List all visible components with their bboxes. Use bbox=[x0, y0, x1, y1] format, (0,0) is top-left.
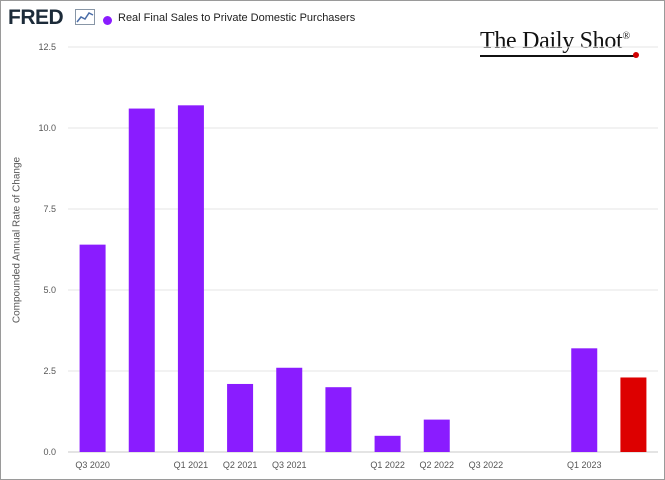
x-tick-label: Q3 2021 bbox=[272, 460, 307, 470]
y-tick-label: 5.0 bbox=[43, 285, 56, 295]
y-tick-label: 12.5 bbox=[38, 42, 56, 52]
brand-logo: The Daily Shot® bbox=[480, 28, 630, 55]
bar-q1-2023[interactable] bbox=[571, 348, 598, 452]
brand-name: The Daily Shot bbox=[480, 28, 623, 54]
y-tick-label: 2.5 bbox=[43, 366, 56, 376]
bar-q1-2021[interactable] bbox=[177, 105, 204, 452]
bar-q1-2022[interactable] bbox=[374, 435, 401, 452]
brand-trademark: ® bbox=[622, 31, 630, 42]
grid-layer bbox=[68, 46, 658, 453]
legend-marker bbox=[103, 16, 112, 25]
bar-q3-2020[interactable] bbox=[79, 244, 106, 452]
tick-layer: 0.0 2.5 5.0 7.5 10.0 12.5 Q3 2020 Q1 2021 Q2 202… bbox=[38, 42, 601, 470]
legend-label[interactable]: Real Final Sales to Private Domestic Pur… bbox=[118, 12, 356, 24]
bar-layer bbox=[79, 105, 647, 452]
x-tick-label: Q3 2020 bbox=[75, 460, 110, 470]
y-tick-label: 10.0 bbox=[38, 123, 56, 133]
y-tick-label: 0.0 bbox=[43, 447, 56, 457]
bar-q2-2023[interactable] bbox=[620, 377, 647, 452]
bar-q2-2021[interactable] bbox=[227, 383, 254, 452]
x-tick-label: Q2 2021 bbox=[223, 460, 258, 470]
bar-q4-2021[interactable] bbox=[325, 387, 352, 452]
bar-q4-2020[interactable] bbox=[128, 108, 155, 452]
x-tick-label: Q1 2022 bbox=[370, 460, 405, 470]
fred-logo[interactable]: FRED bbox=[8, 6, 64, 29]
y-tick-label: 7.5 bbox=[43, 204, 56, 214]
brand-dot bbox=[633, 52, 639, 58]
bar-q3-2021[interactable] bbox=[276, 367, 303, 452]
x-tick-label: Q2 2022 bbox=[419, 460, 454, 470]
x-tick-label: Q3 2022 bbox=[469, 460, 504, 470]
bar-q2-2022[interactable] bbox=[423, 419, 450, 452]
brand-underline bbox=[480, 55, 636, 57]
x-tick-label: Q1 2021 bbox=[174, 460, 209, 470]
x-tick-label: Q1 2023 bbox=[567, 460, 602, 470]
line-chart-icon bbox=[75, 9, 95, 25]
